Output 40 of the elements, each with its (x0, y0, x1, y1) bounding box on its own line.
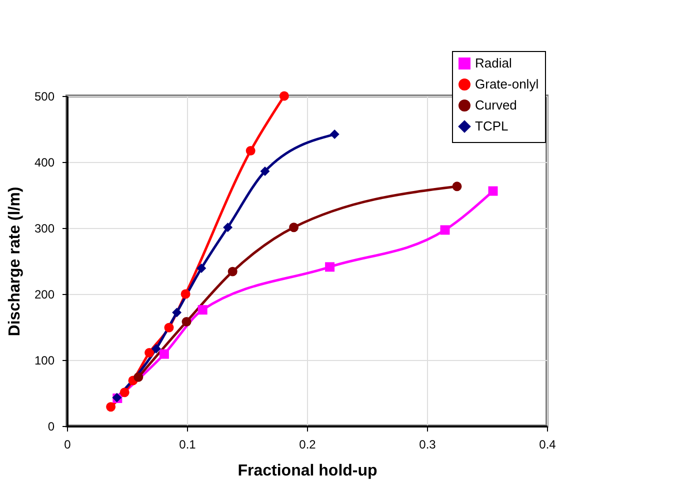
point (488, 186, 498, 196)
y-tick-label: 400 (34, 156, 55, 170)
point (134, 372, 144, 382)
point (151, 344, 161, 354)
point (330, 130, 340, 140)
legend-label: TCPL (475, 118, 508, 134)
legend-label: Curved (475, 98, 517, 112)
point (279, 91, 289, 101)
point (198, 305, 208, 315)
point (180, 289, 190, 299)
x-tick-label: 0.2 (299, 438, 316, 452)
y-tick-label: 0 (48, 420, 55, 434)
x-tick-label: 0.1 (179, 438, 196, 452)
y-tick-label: 500 (34, 90, 55, 104)
point (120, 388, 130, 398)
point (289, 222, 299, 232)
x-tick-label: 0.3 (419, 438, 436, 452)
x-tick-label: 0 (64, 438, 72, 452)
point (144, 348, 154, 358)
point (228, 266, 238, 276)
point (196, 264, 206, 274)
y-tick-label: 100 (34, 354, 55, 368)
point (440, 225, 450, 235)
y-tick-label: 200 (34, 288, 55, 302)
point (106, 402, 116, 412)
point (452, 182, 462, 192)
legend-label: Radial (475, 56, 512, 70)
point (223, 222, 233, 232)
x-axis-title: Fractional hold-up (238, 462, 378, 480)
legend-label: Grate-onlyl (475, 76, 539, 92)
point (172, 308, 182, 318)
point (325, 262, 335, 272)
x-tick-label: 0.4 (539, 438, 556, 452)
y-tick-label: 300 (34, 222, 55, 236)
y-axis-title: Discharge rate (l/m) (6, 186, 24, 336)
point (246, 146, 256, 156)
point (260, 166, 270, 176)
point (164, 322, 174, 332)
point (159, 349, 169, 359)
point (182, 316, 192, 326)
